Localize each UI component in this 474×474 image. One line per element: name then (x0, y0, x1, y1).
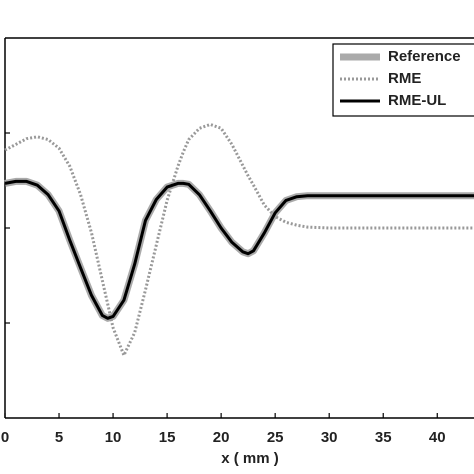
x-tick-label: 0 (1, 429, 9, 446)
x-tick-label: 15 (159, 429, 176, 446)
series-line (4, 122, 474, 357)
legend-label: RME (388, 70, 421, 87)
x-tick-label: 10 (105, 429, 122, 446)
x-tick-label: 25 (267, 429, 284, 446)
legend-label: Reference (388, 48, 461, 65)
x-tick-label: 5 (55, 429, 63, 446)
x-tick-label: 35 (375, 429, 392, 446)
x-axis-label: x ( mm ) (221, 450, 279, 467)
x-tick-label: 20 (213, 429, 230, 446)
legend-label: RME-UL (388, 92, 446, 109)
x-tick-label: 30 (321, 429, 338, 446)
x-tick-label: 40 (429, 429, 446, 446)
series-line (4, 179, 474, 320)
